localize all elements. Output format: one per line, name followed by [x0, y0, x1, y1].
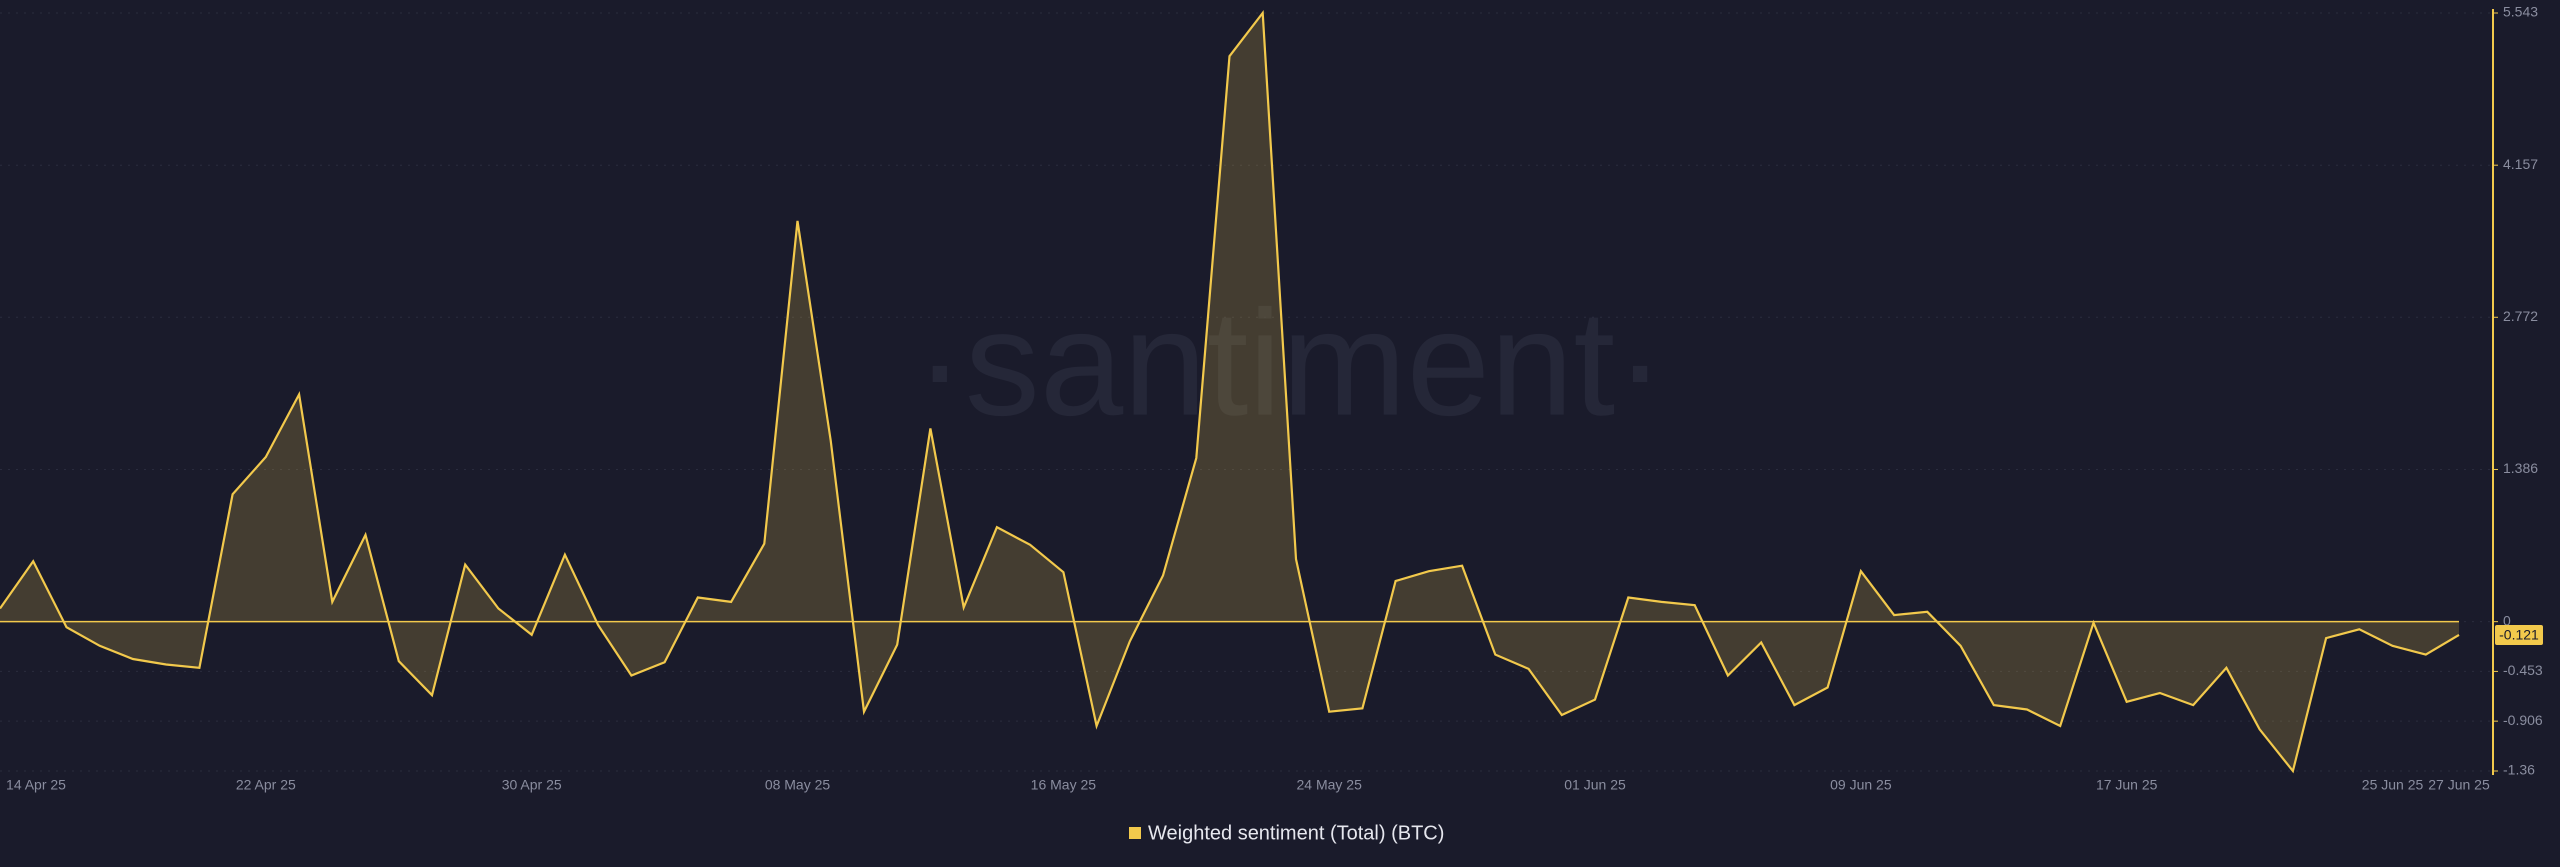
- x-tick-label: 14 Apr 25: [6, 777, 66, 793]
- watermark: ·santiment·: [915, 279, 1665, 447]
- y-tick-label: 2.772: [2503, 308, 2538, 324]
- x-tick-label: 16 May 25: [1031, 777, 1097, 793]
- y-tick-label: 0: [2503, 612, 2511, 628]
- legend-label: Weighted sentiment (Total) (BTC): [1148, 822, 1444, 844]
- last-value-badge: [2495, 624, 2543, 645]
- x-tick-label: 01 Jun 25: [1564, 777, 1626, 793]
- x-tick-label: 08 May 25: [765, 777, 831, 793]
- last-value-label: -0.121: [2499, 627, 2539, 643]
- x-tick-label: 27 Jun 25: [2428, 777, 2490, 793]
- legend-swatch: [1129, 827, 1141, 839]
- x-tick-label: 09 Jun 25: [1830, 777, 1892, 793]
- x-tick-label: 30 Apr 25: [502, 777, 562, 793]
- x-tick-label: 25 Jun 25: [2362, 777, 2424, 793]
- y-tick-label: -0.906: [2503, 712, 2543, 728]
- y-tick-label: -1.36: [2503, 762, 2535, 778]
- x-tick-label: 22 Apr 25: [236, 777, 296, 793]
- y-tick-label: -0.453: [2503, 662, 2543, 678]
- y-tick-label: 5.543: [2503, 4, 2538, 20]
- y-tick-label: 1.386: [2503, 460, 2538, 476]
- x-tick-label: 24 May 25: [1297, 777, 1363, 793]
- x-tick-label: 17 Jun 25: [2096, 777, 2158, 793]
- area: [0, 13, 2459, 771]
- line: [0, 9, 2460, 774]
- y-tick-label: 4.157: [2503, 156, 2538, 172]
